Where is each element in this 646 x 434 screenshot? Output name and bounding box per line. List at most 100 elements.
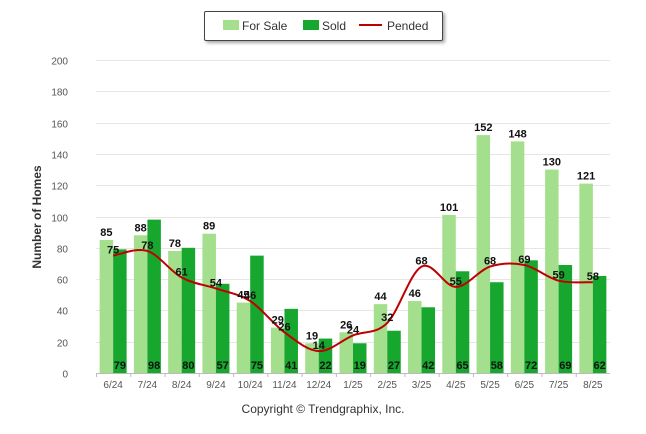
pended-line [112,249,593,353]
x-tick-label: 9/24 [206,380,226,391]
for-sale-bar [202,233,216,373]
sold-bar [318,338,333,373]
pended-value-label: 78 [141,240,153,252]
pended-value-label: 54 [210,277,223,289]
sold-bar [387,330,401,373]
sold-value-label: 19 [354,360,366,372]
y-tick-label: 200 [51,57,68,68]
for-sale-value-label: 121 [577,171,595,183]
x-tick-label: 12/24 [306,380,331,391]
x-tick-label: 3/25 [412,380,432,391]
y-axis-title: Number of Homes [30,165,44,269]
sold-bar [250,255,264,373]
y-tick-label: 140 [51,151,68,162]
legend-pended-swatch [359,24,382,26]
pended-value-label: 46 [244,290,256,302]
x-tick-label: 11/24 [272,380,297,391]
for-sale-bar [476,135,491,373]
x-tick-label: 2/25 [378,380,398,391]
sold-value-label: 62 [593,360,605,372]
bars [99,135,607,373]
sold-bar [455,271,470,373]
for-sale-bar [373,304,388,373]
for-sale-value-label: 101 [440,202,458,214]
x-tick-label: 1/25 [343,380,363,391]
sold-value-label: 65 [456,360,468,372]
sold-value-label: 80 [182,360,194,372]
y-tick-label: 20 [57,339,69,350]
x-axis: 6/24 7/24 8/24 9/24 10/24 11/24 12/24 1/25 2/25 3… [96,373,603,391]
sold-bar [558,265,573,373]
pended-series-line [112,249,593,353]
for-sale-value-label: 89 [203,221,215,233]
for-sale-bar [442,214,456,373]
for-sale-value-label: 78 [169,238,181,250]
x-tick-label: 6/25 [515,380,535,391]
pended-value-label: 68 [415,256,427,268]
sold-value-label: 69 [559,360,571,372]
for-sale-bar [270,327,285,373]
sold-value-label: 42 [422,360,434,372]
pended-value-label: 59 [552,270,564,282]
for-sale-value-label: 148 [508,128,526,140]
sold-value-label: 58 [491,360,503,372]
x-tick-label: 6/24 [103,380,123,391]
x-tick-label: 7/24 [138,380,158,391]
x-tick-label: 5/25 [480,380,500,391]
sold-value-label: 75 [251,360,263,372]
x-tick-label: 10/24 [238,380,263,391]
sold-value-label: 72 [525,360,537,372]
legend-sold-swatch [303,20,319,30]
sold-value-label: 57 [217,360,229,372]
sold-bar [284,308,298,373]
copyright-text: Copyright © Trendgraphix, Inc. [241,402,405,416]
pended-value-label: 55 [450,276,462,288]
sold-bar [113,249,127,373]
pended-value-label: 69 [518,254,530,266]
sold-value-label: 22 [319,360,331,372]
for-sale-value-label: 152 [474,122,492,134]
for-sale-bar [236,302,251,373]
y-tick-label: 180 [51,88,68,99]
y-tick-label: 0 [62,370,68,381]
sold-value-label: 41 [285,360,297,372]
x-tick-label: 7/25 [549,380,569,391]
legend-for-sale-swatch [223,20,239,30]
x-tick-label: 8/25 [583,380,603,391]
sold-bar [421,307,436,373]
for-sale-bar [168,250,182,373]
for-sale-bar [408,301,422,373]
sold-bar [353,343,367,373]
pended-value-label: 61 [176,267,188,279]
for-sale-value-label: 19 [306,330,318,342]
for-sale-value-label: 44 [374,291,387,303]
pended-value-label: 32 [381,312,393,324]
for-sale-bar [339,332,353,373]
legend-pended-label: Pended [387,19,429,33]
x-tick-label: 4/25 [446,380,466,391]
sold-bar [524,260,538,373]
sold-value-label: 79 [114,360,126,372]
for-sale-bar [133,235,148,373]
for-sale-value-label: 45 [237,290,249,302]
legend-sold-label: Sold [322,19,347,33]
data-labels: 85 79 75 88 98 78 78 80 61 89 57 54 45 75 46 29 41 26 19 22… [100,122,605,372]
legend-for-sale-label: For Sale [242,19,288,33]
pended-value-label: 24 [347,324,360,336]
pended-value-label: 75 [107,245,119,257]
for-sale-bar [545,169,559,373]
x-tick-label: 8/24 [172,380,192,391]
pended-value-label: 26 [278,321,290,333]
sold-value-label: 98 [148,360,160,372]
y-tick-label: 60 [57,276,69,287]
for-sale-value-label: 29 [272,315,284,327]
for-sale-value-label: 130 [543,157,561,169]
legend: For Sale Sold Pended [204,11,443,41]
for-sale-value-label: 46 [409,288,421,300]
for-sale-value-label: 88 [135,222,147,234]
y-tick-label: 80 [57,245,69,256]
y-tick-label: 40 [57,307,69,318]
for-sale-bar [99,239,114,373]
y-tick-label: 160 [51,120,68,131]
